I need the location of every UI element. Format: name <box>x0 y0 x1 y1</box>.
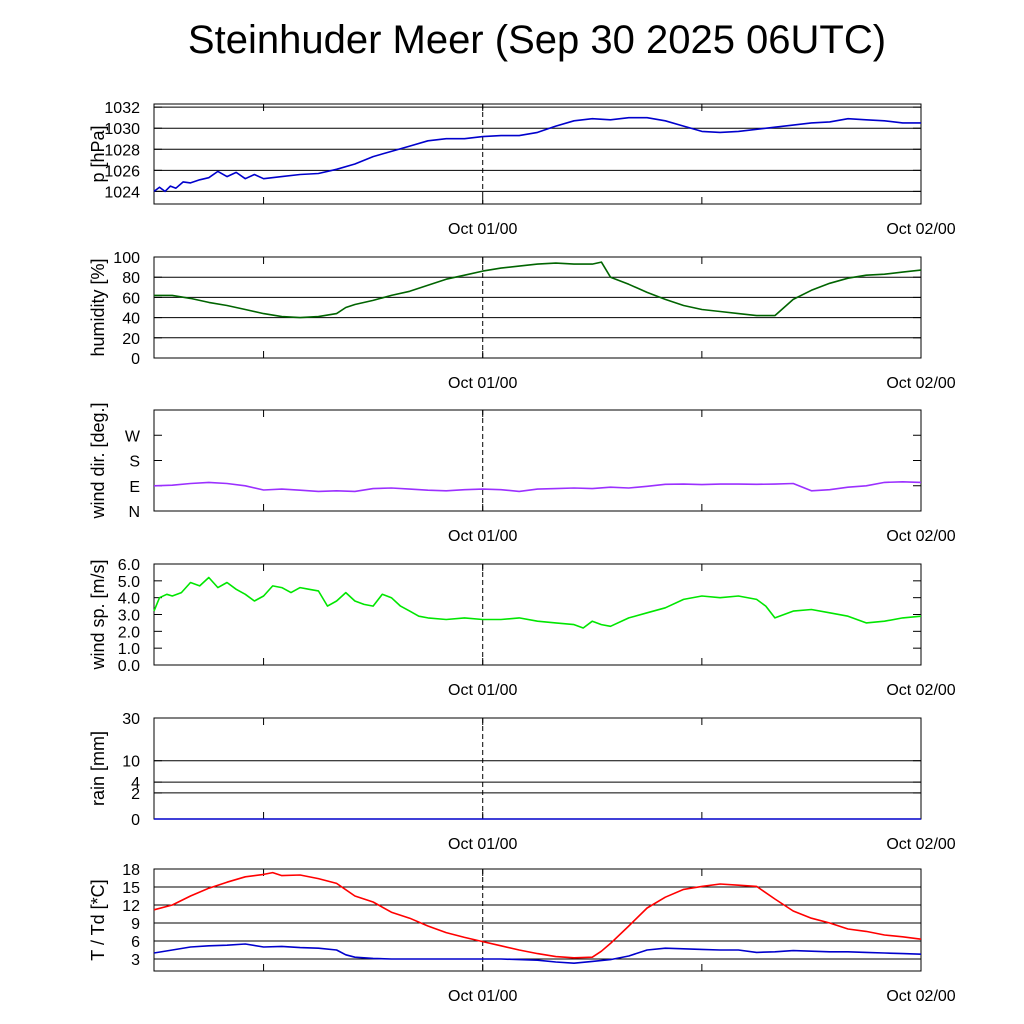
panel-wind-speed: 0.01.02.03.04.05.06.0 wind sp. [m/s] Oct 0… <box>88 557 956 699</box>
series-line-T <box>153 871 922 959</box>
y-tick-label: 80 <box>122 270 140 287</box>
y-axis-label: humidity [%] <box>88 258 108 356</box>
y-tick-label: 6 <box>131 934 140 951</box>
y-tick-label: 4 <box>131 775 140 792</box>
plot-frame <box>153 409 922 512</box>
y-tick-label: N <box>128 504 140 521</box>
panel-pressure: 1024 1026 1028 1030 1032 p [hPa] Oct 01/00 Oct … <box>88 100 956 238</box>
x-tick-label: Oct 02/00 <box>886 682 955 699</box>
panel-rain: 0 24 10 30 rain [mm] Oct 01/00 Oct 02/00 <box>88 711 956 853</box>
y-tick-label: 60 <box>122 290 140 307</box>
y-tick-label: 3 <box>131 952 140 969</box>
plot-frame <box>153 103 922 205</box>
y-tick-label: 20 <box>122 331 140 348</box>
plot-frame <box>153 717 922 820</box>
y-tick-label: 1032 <box>104 100 140 117</box>
x-tick-label: Oct 02/00 <box>886 375 955 392</box>
plot-frame <box>153 868 922 972</box>
y-tick-label: 1028 <box>104 142 140 159</box>
y-tick-label: 3.0 <box>118 608 140 625</box>
x-tick-label: Oct 02/00 <box>886 988 955 1005</box>
x-tick-label: Oct 02/00 <box>886 221 955 238</box>
y-axis-label: T / Td [*C] <box>88 879 108 960</box>
y-axis-label: p [hPa] <box>88 125 108 182</box>
plot-frame <box>153 256 922 359</box>
plot-frame <box>153 563 922 666</box>
y-tick-label: 40 <box>122 311 140 328</box>
x-tick-label: Oct 01/00 <box>448 988 517 1005</box>
y-tick-label: 0 <box>131 351 140 368</box>
y-tick-label: 5.0 <box>118 574 140 591</box>
y-tick-label: E <box>129 479 140 496</box>
y-tick-label: 2 <box>131 786 140 803</box>
y-axis-label: wind dir. [deg.] <box>88 402 108 519</box>
x-tick-label: Oct 01/00 <box>448 682 517 699</box>
x-tick-label: Oct 01/00 <box>448 836 517 853</box>
y-tick-label: 4.0 <box>118 591 140 608</box>
series-line-wind-speed <box>153 576 922 629</box>
series-line-wind-direction <box>153 480 922 493</box>
x-tick-label: Oct 01/00 <box>448 375 517 392</box>
y-tick-label: 10 <box>122 754 140 771</box>
y-tick-label: 18 <box>122 862 140 879</box>
y-tick-label: 9 <box>131 916 140 933</box>
chart-title: Steinhuder Meer (Sep 30 2025 06UTC) <box>187 18 887 62</box>
series-line-pressure <box>153 116 921 193</box>
y-tick-label: 1030 <box>104 121 140 138</box>
y-tick-label: S <box>129 454 140 471</box>
y-tick-label: 1.0 <box>118 641 140 658</box>
panel-humidity: 0 20 40 60 80 100 humidity [%] Oct 01/00 Oct 02/… <box>88 250 956 392</box>
x-tick-label: Oct 01/00 <box>448 221 517 238</box>
y-tick-label: 1026 <box>104 163 140 180</box>
x-tick-label: Oct 02/00 <box>886 528 955 545</box>
y-tick-label: W <box>125 428 141 445</box>
y-tick-label: 0 <box>131 812 140 829</box>
x-tick-label: Oct 02/00 <box>886 836 955 853</box>
y-tick-label: 2.0 <box>118 624 140 641</box>
y-tick-label: 100 <box>113 250 140 267</box>
y-tick-label: 12 <box>122 898 140 915</box>
y-tick-label: 30 <box>122 711 140 728</box>
series-line-humidity <box>154 261 922 319</box>
y-tick-label: 1024 <box>104 184 140 201</box>
series-line-Td <box>153 943 922 965</box>
y-tick-label: 15 <box>122 880 140 897</box>
y-axis-label: wind sp. [m/s] <box>88 559 108 670</box>
y-tick-label: 6.0 <box>118 557 140 574</box>
y-axis-label: rain [mm] <box>88 731 108 806</box>
y-tick-label: 0.0 <box>118 658 140 675</box>
x-tick-label: Oct 01/00 <box>448 528 517 545</box>
